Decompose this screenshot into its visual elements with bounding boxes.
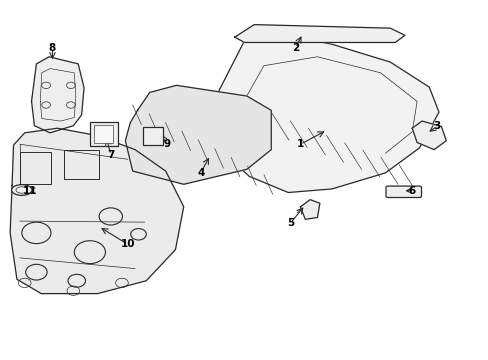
Polygon shape	[210, 33, 438, 193]
Text: 4: 4	[197, 168, 204, 178]
Text: 10: 10	[121, 239, 135, 249]
FancyBboxPatch shape	[90, 122, 118, 146]
Polygon shape	[411, 121, 446, 150]
FancyBboxPatch shape	[94, 125, 113, 143]
Text: 5: 5	[286, 218, 294, 228]
Polygon shape	[300, 200, 319, 219]
FancyBboxPatch shape	[143, 127, 163, 145]
Text: 9: 9	[163, 139, 170, 149]
Text: 8: 8	[49, 43, 56, 53]
Text: 7: 7	[107, 150, 114, 160]
Text: 2: 2	[291, 43, 299, 53]
Ellipse shape	[12, 185, 32, 195]
Text: 3: 3	[432, 121, 439, 131]
Polygon shape	[31, 57, 84, 133]
Text: 11: 11	[23, 186, 38, 196]
Polygon shape	[10, 128, 183, 294]
Text: 1: 1	[296, 139, 304, 149]
Polygon shape	[125, 85, 271, 184]
FancyBboxPatch shape	[385, 186, 421, 198]
Polygon shape	[234, 24, 404, 42]
Text: 6: 6	[408, 186, 415, 196]
